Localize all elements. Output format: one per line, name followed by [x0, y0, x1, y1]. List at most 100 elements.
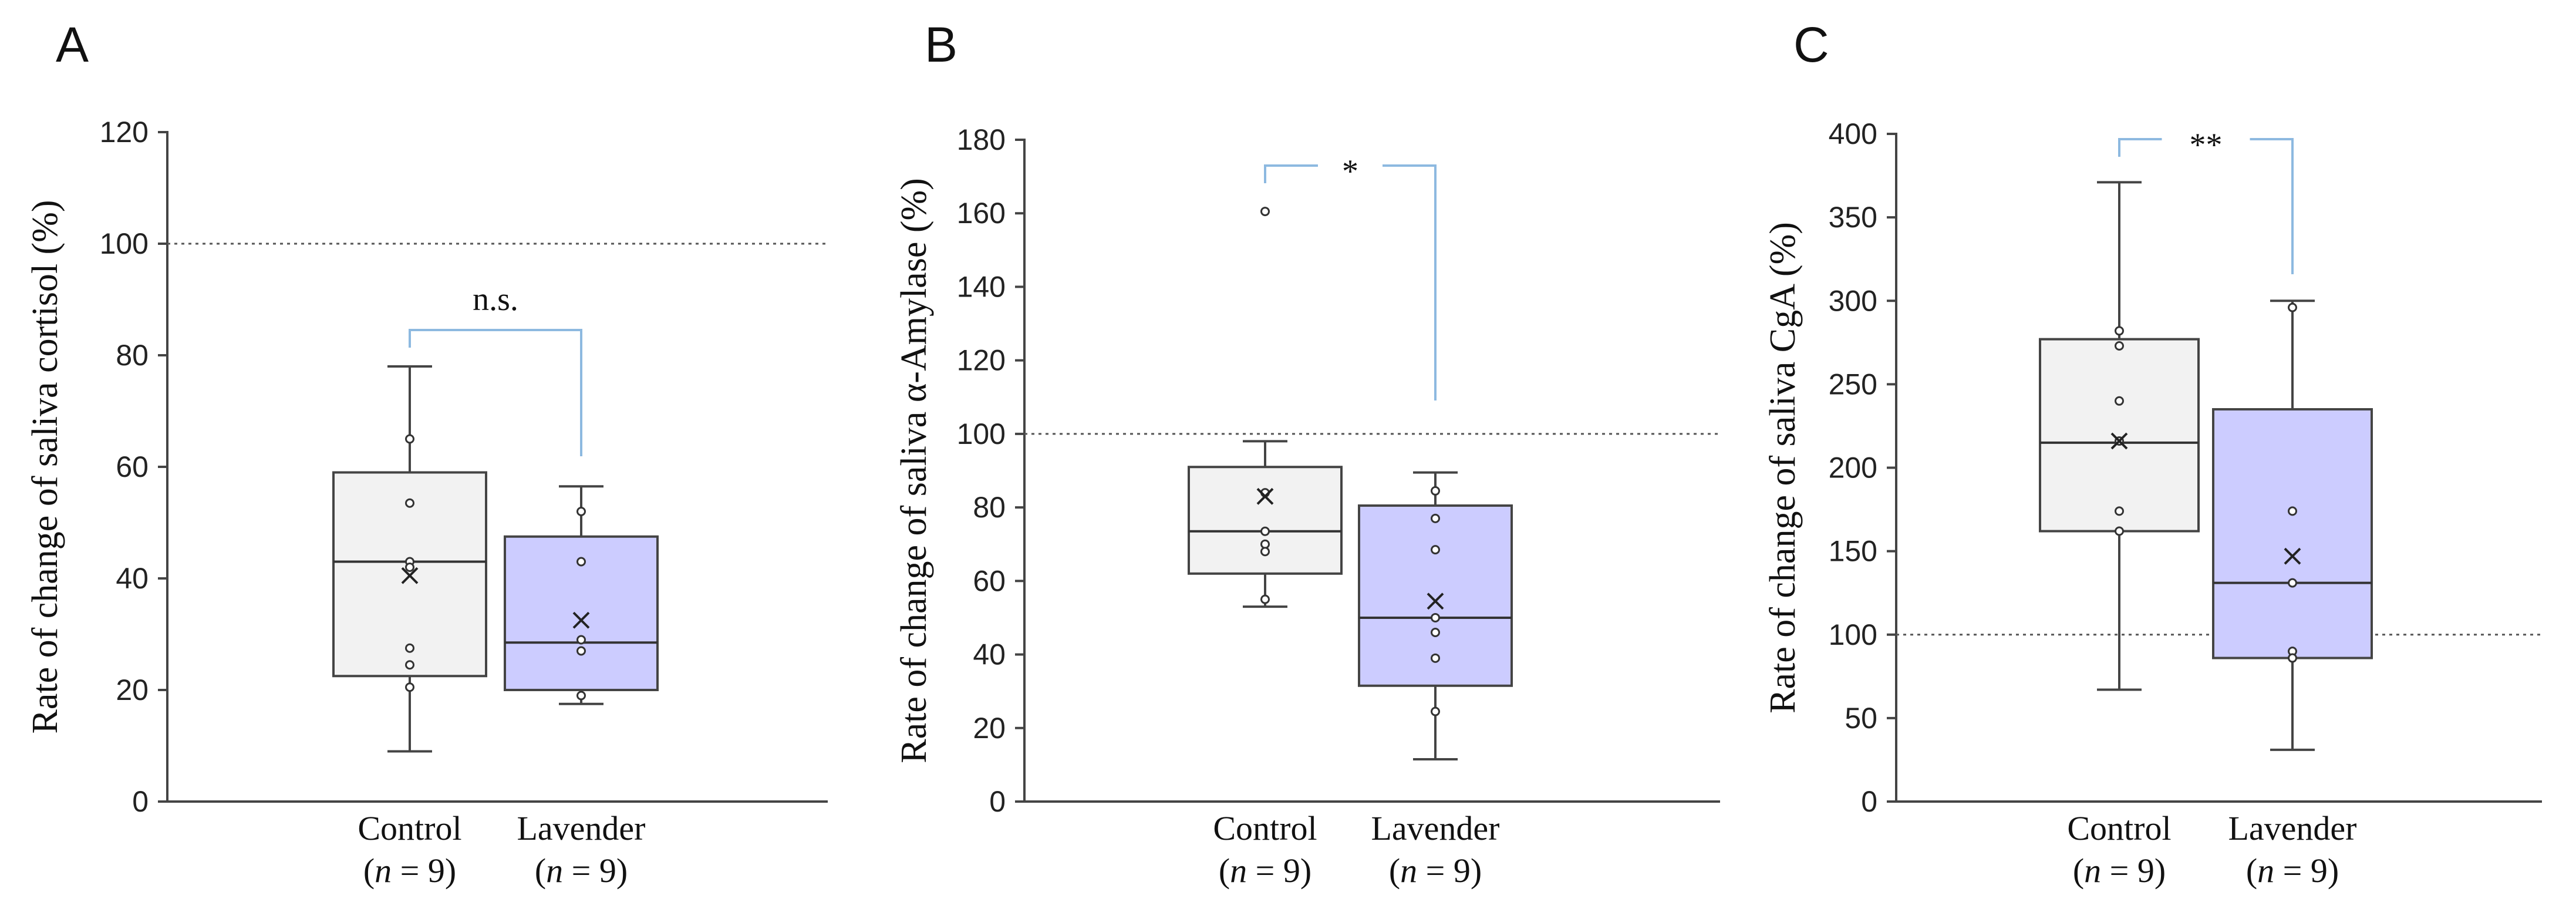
y-axis-title: Rate of change of saliva CgA (%): [1763, 222, 1803, 713]
y-tick-label: 120: [957, 344, 1006, 377]
y-tick-label: 0: [989, 785, 1006, 818]
data-point: [576, 507, 586, 516]
sample-size-label: (n = 9): [363, 851, 456, 890]
sample-size-label: (n = 9): [2073, 851, 2166, 890]
mean-marker-stroke: [1256, 487, 1274, 505]
y-tick-label: 40: [973, 638, 1006, 671]
data-point: [1431, 486, 1440, 496]
y-tick-label: 0: [132, 785, 149, 818]
data-point: [576, 635, 586, 645]
data-point: [2288, 653, 2297, 663]
sample-size-label: (n = 9): [2246, 851, 2339, 890]
data-point: [2115, 396, 2124, 406]
y-tick-label: 80: [116, 339, 149, 372]
mean-marker-stroke: [1427, 593, 1444, 610]
panel-letter: C: [1793, 17, 1829, 72]
data-point: [405, 682, 414, 692]
significance-bracket: n.s.: [409, 281, 582, 456]
mean-marker-stroke: [401, 567, 419, 584]
data-point: [576, 557, 586, 567]
mean-marker: [572, 611, 590, 629]
category-label: Lavender: [1371, 809, 1500, 847]
mean-marker: [1256, 487, 1274, 505]
sample-size-label: (n = 9): [1389, 851, 1482, 890]
category-label: Control: [358, 809, 461, 847]
y-tick-label: 100: [100, 227, 149, 260]
data-point: [1260, 594, 1270, 604]
bracket-line: [2250, 138, 2294, 274]
box-lavender: [2212, 299, 2373, 751]
bracket-line: [2118, 138, 2162, 157]
data-point: [2288, 302, 2297, 312]
data-point: [405, 498, 414, 508]
data-point: [1431, 653, 1440, 663]
category-label: Control: [1213, 809, 1317, 847]
data-point: [1431, 513, 1440, 523]
y-axis-title: Rate of change of saliva α-Amylase (%): [894, 178, 934, 763]
y-tick-label: 400: [1829, 117, 1877, 150]
data-point: [576, 646, 586, 656]
panel-c: C Rate of change of saliva CgA (%) 0 50 100 1…: [1763, 17, 2542, 890]
y-tick-label: 0: [1861, 785, 1877, 818]
sample-size-label: (n = 9): [535, 851, 628, 890]
box-lavender: [1358, 471, 1513, 760]
data-point: [1431, 612, 1440, 622]
significance-label: n.s.: [473, 281, 518, 318]
y-axis-title: Rate of change of saliva cortisol (%): [25, 200, 65, 734]
data-point: [1260, 207, 1270, 217]
sample-size-label: (n = 9): [1219, 851, 1311, 890]
data-point: [405, 563, 414, 572]
data-point: [405, 660, 414, 670]
mean-marker-stroke: [2284, 547, 2301, 565]
category-label: Control: [2067, 809, 2171, 847]
data-point: [2115, 341, 2124, 351]
data-point: [1431, 627, 1440, 637]
panel-letter: A: [56, 17, 89, 72]
y-tick-label: 180: [957, 123, 1006, 156]
y-tick-label: 120: [100, 116, 149, 149]
mean-marker: [401, 567, 419, 584]
y-tick-label: 50: [1845, 702, 1877, 735]
mean-marker-stroke: [2110, 432, 2128, 450]
y-tick-label: 140: [957, 270, 1006, 303]
significance-label: **: [2190, 127, 2223, 163]
y-tick-label: 150: [1829, 535, 1877, 568]
box-control: [332, 365, 487, 753]
data-point: [405, 643, 414, 653]
y-tick-label: 160: [957, 197, 1006, 230]
category-label: Lavender: [2228, 809, 2357, 847]
significance-label: *: [1342, 153, 1358, 190]
mean-marker: [2284, 547, 2301, 565]
data-point: [2288, 578, 2297, 588]
data-point: [1431, 545, 1440, 555]
data-point: [576, 691, 586, 701]
y-tick-label: 100: [1829, 618, 1877, 651]
panel-b: B Rate of change of saliva α-Amylase (%) 0…: [894, 17, 1720, 890]
panel-letter: B: [925, 17, 957, 72]
mean-marker: [2110, 432, 2128, 450]
y-tick-label: 60: [973, 564, 1006, 597]
y-tick-label: 350: [1829, 201, 1877, 234]
y-tick-label: 60: [116, 450, 149, 483]
data-point: [2288, 506, 2297, 516]
panel-a: A Rate of change of saliva cortisol (%) 0 2…: [25, 17, 828, 890]
data-point: [2115, 506, 2124, 516]
y-tick-label: 250: [1829, 368, 1877, 400]
mean-marker-stroke: [572, 611, 590, 629]
data-point: [405, 434, 414, 444]
y-tick-label: 40: [116, 562, 149, 595]
iqr-box: [2212, 408, 2373, 659]
bracket-line: [1264, 164, 1318, 183]
iqr-box: [2039, 338, 2200, 533]
bracket-line: [409, 329, 582, 456]
box-lavender: [504, 485, 659, 705]
data-point: [1431, 706, 1440, 716]
significance-bracket: **: [2118, 127, 2294, 274]
bracket-line: [1383, 164, 1437, 400]
data-point: [1260, 547, 1270, 557]
box-control: [2039, 181, 2200, 691]
y-tick-label: 100: [957, 418, 1006, 450]
data-point: [2115, 526, 2124, 536]
mean-marker: [1427, 593, 1444, 610]
